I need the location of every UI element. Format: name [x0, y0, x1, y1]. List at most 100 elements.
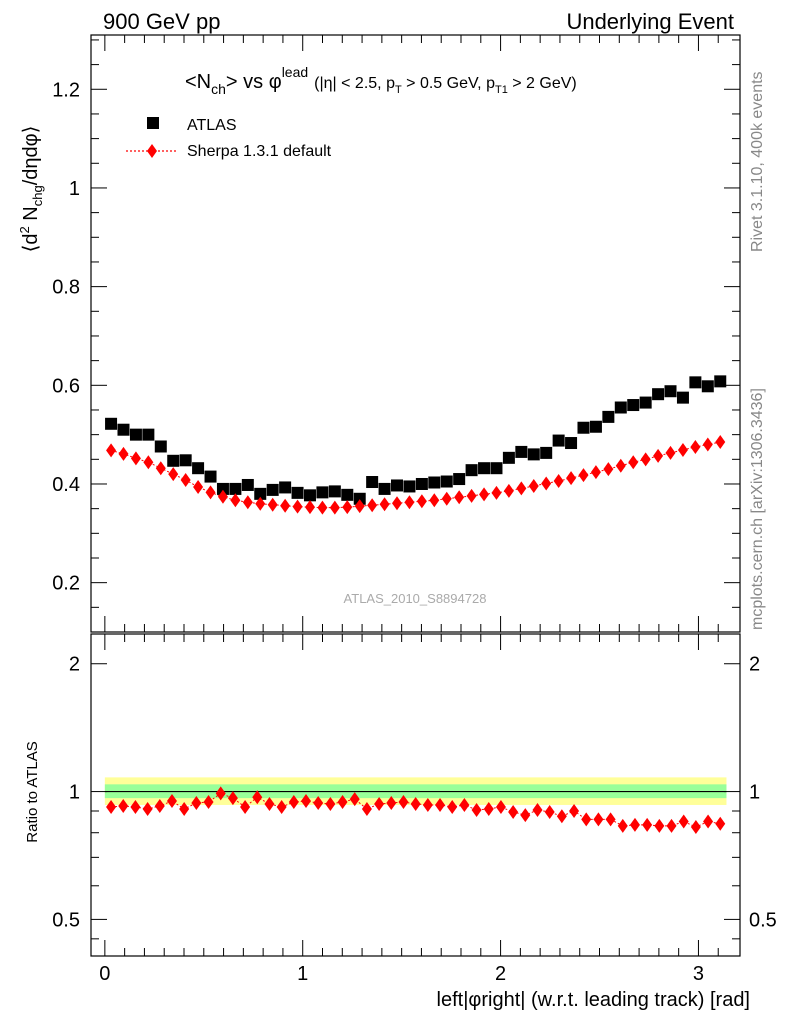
sherpa-ratio-point: [435, 797, 446, 812]
atlas-point: [241, 478, 254, 491]
ratio-y-tick-label: 0.5: [52, 909, 80, 931]
sherpa-point: [528, 478, 539, 493]
sherpa-point: [280, 498, 291, 513]
sherpa-main-points: [106, 435, 726, 515]
sherpa-ratio-point: [569, 804, 580, 819]
atlas-point: [478, 462, 491, 475]
sherpa-ratio-point: [605, 812, 616, 827]
atlas-point: [254, 487, 267, 500]
sherpa-ratio-point: [422, 797, 433, 812]
atlas-point: [465, 464, 478, 477]
sherpa-point: [230, 493, 241, 508]
sherpa-ratio-point: [386, 795, 397, 810]
sherpa-ratio-point: [166, 794, 177, 809]
sherpa-ratio-point: [276, 799, 287, 814]
atlas-point: [676, 391, 689, 404]
atlas-point: [192, 462, 205, 475]
x-axis-label: left|φright| (w.r.t. leading track) [rad…: [437, 989, 750, 1011]
sherpa-ratio-point: [374, 796, 385, 811]
sherpa-ratio-point: [106, 799, 117, 814]
atlas-point: [689, 376, 702, 389]
main-axis-ticks: [91, 35, 740, 633]
sherpa-point: [267, 497, 278, 512]
atlas-point: [552, 434, 565, 447]
sherpa-point: [566, 471, 577, 486]
sherpa-point: [155, 461, 166, 476]
sherpa-point: [342, 500, 353, 515]
atlas-point: [291, 486, 304, 499]
analysis-watermark: ATLAS_2010_S8894728: [344, 591, 487, 606]
y-tick-label: 0.8: [52, 277, 80, 299]
sherpa-ratio-point: [629, 817, 640, 832]
sherpa-ratio-point: [179, 801, 190, 816]
sherpa-point: [516, 481, 527, 496]
sherpa-point: [118, 446, 129, 461]
atlas-point: [602, 410, 615, 423]
atlas-point: [154, 440, 167, 453]
sherpa-ratio-point: [556, 809, 567, 824]
sherpa-point: [702, 437, 713, 452]
atlas-point: [229, 482, 242, 495]
sherpa-point: [193, 479, 204, 494]
sherpa-point: [665, 445, 676, 460]
sherpa-ratio-points: [106, 786, 726, 835]
atlas-point: [714, 375, 727, 388]
sherpa-ratio-point: [325, 796, 336, 811]
sherpa-ratio-point: [130, 799, 141, 814]
atlas-point: [303, 489, 316, 502]
sherpa-ratio-point: [495, 799, 506, 814]
sherpa-ratio-point: [288, 795, 299, 810]
legend-atlas-label: ATLAS: [187, 117, 237, 134]
sherpa-point: [404, 495, 415, 510]
sherpa-ratio-point: [642, 817, 653, 832]
sherpa-point: [503, 483, 514, 498]
sherpa-point: [379, 497, 390, 512]
y-axis-label-main: ⟨d2 Nchg/dηdφ⟩: [17, 126, 45, 253]
atlas-point: [627, 399, 640, 412]
sherpa-ratio-point: [252, 790, 263, 805]
sherpa-point: [106, 443, 117, 458]
sherpa-point: [653, 448, 664, 463]
svg-text:⟨d2 Nchg/dηdφ⟩: ⟨d2 Nchg/dηdφ⟩: [17, 126, 45, 253]
sherpa-point: [479, 487, 490, 502]
sherpa-ratio-point: [154, 798, 165, 813]
sherpa-ratio-point: [301, 794, 312, 809]
atlas-point: [527, 448, 540, 461]
sherpa-ratio-point: [447, 799, 458, 814]
sherpa-ratio-point: [215, 786, 226, 801]
sherpa-point: [317, 500, 328, 515]
ratio-plot-frame: [90, 633, 741, 957]
sherpa-ratio-point: [678, 814, 689, 829]
sherpa-point: [615, 458, 626, 473]
header-right: Underlying Event: [566, 9, 734, 34]
sherpa-point: [640, 452, 651, 467]
atlas-point: [565, 437, 578, 450]
atlas-point: [589, 420, 602, 433]
sherpa-ratio-point: [593, 812, 604, 827]
atlas-point: [490, 462, 503, 475]
sherpa-ratio-point: [581, 812, 592, 827]
sherpa-point: [441, 491, 452, 506]
atlas-point: [266, 483, 279, 496]
ratio-y-tick-label-right: 2: [749, 654, 760, 676]
sherpa-ratio-point: [520, 808, 531, 823]
sherpa-point: [130, 451, 141, 466]
sherpa-main-curve: [110, 441, 721, 509]
atlas-point: [540, 446, 553, 459]
sherpa-ratio-point: [118, 798, 129, 813]
y-tick-label: 0.2: [52, 573, 80, 595]
sherpa-point: [367, 498, 378, 513]
sherpa-ratio-point: [349, 792, 360, 807]
atlas-point: [378, 482, 391, 495]
sherpa-ratio-point: [191, 795, 202, 810]
atlas-point: [664, 385, 677, 398]
sherpa-point: [553, 474, 564, 489]
atlas-point: [366, 476, 379, 489]
y-tick-label: 0.4: [52, 474, 80, 496]
sherpa-ratio-point: [240, 799, 251, 814]
sherpa-ratio-point: [483, 801, 494, 816]
sherpa-point: [329, 500, 340, 515]
sherpa-point: [590, 465, 601, 480]
sherpa-ratio-point: [410, 796, 421, 811]
main-plot-frame: [90, 34, 741, 633]
